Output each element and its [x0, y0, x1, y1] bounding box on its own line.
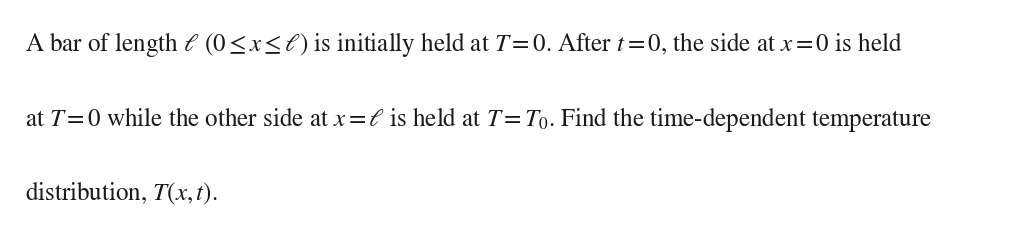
Text: distribution, $T(x, t)$.: distribution, $T(x, t)$. — [25, 179, 218, 206]
Text: A bar of length $\ell$ $(0 \leq x \leq \ell)$ is initially held at $T = 0$. Afte: A bar of length $\ell$ $(0 \leq x \leq \… — [25, 30, 903, 59]
Text: at $T = 0$ while the other side at $x = \ell$ is held at $T = T_0$. Find the tim: at $T = 0$ while the other side at $x = … — [25, 105, 933, 133]
